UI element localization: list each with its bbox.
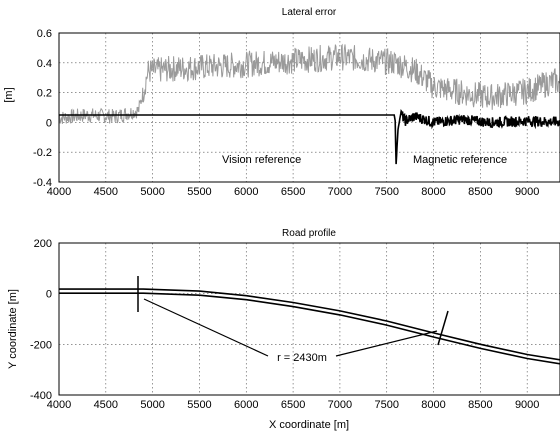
curve-end-marker xyxy=(437,310,449,346)
road-profile-panel: Road profile Y coordinate [m] X coordina… xyxy=(7,228,560,431)
magnetic-reference-label: Magnetic reference xyxy=(413,154,507,166)
road-profile-xtick-label: 7000 xyxy=(328,399,352,411)
road-profile-xtick-label: 4500 xyxy=(94,399,118,411)
lateral-error-xtick-label: 4500 xyxy=(94,186,118,198)
road-profile-xtick-label: 4000 xyxy=(47,399,71,411)
lateral-error-panel: Lateral error [m] 4000 4500 5000 5500 6000 65… xyxy=(3,7,560,198)
radius-leader-right xyxy=(335,330,438,357)
lateral-error-ytick-label: 0.6 xyxy=(37,28,52,40)
lateral-error-title: Lateral error xyxy=(282,7,337,18)
radius-leader-left xyxy=(143,298,269,357)
lateral-error-ytick-label: -0.4 xyxy=(33,177,52,189)
lateral-error-ylabel: [m] xyxy=(3,87,15,102)
road-profile-xtick-label: 7500 xyxy=(374,399,398,411)
lateral-error-ytick-label: -0.2 xyxy=(33,147,52,159)
lateral-error-series xyxy=(58,43,560,165)
road-profile-xtick-label: 5500 xyxy=(187,399,211,411)
lateral-error-ytick-label: 0.4 xyxy=(37,58,52,70)
road-profile-title: Road profile xyxy=(282,228,336,239)
lateral-error-xtick-label: 6000 xyxy=(234,186,258,198)
road-profile-xlabel: X coordinate [m] xyxy=(269,419,349,431)
road-profile-ytick-label: 200 xyxy=(34,238,52,250)
road-profile-ticks: 4000 4500 5000 5500 6000 6500 7000 7500 8000 8500… xyxy=(30,238,539,411)
road-profile-series-0 xyxy=(59,288,560,361)
road-profile-series-1 xyxy=(59,292,560,365)
lateral-error-ytick-label: 0.2 xyxy=(37,88,52,100)
lateral-error-xtick-label: 7500 xyxy=(374,186,398,198)
road-profile-xtick-label: 9000 xyxy=(515,399,539,411)
road-profile-series xyxy=(59,288,560,365)
lateral-error-xtick-label: 8500 xyxy=(468,186,492,198)
road-profile-ytick-label: -200 xyxy=(30,339,52,351)
road-profile-xtick-label: 8500 xyxy=(468,399,492,411)
road-profile-grid xyxy=(59,243,560,395)
road-profile-xtick-label: 5000 xyxy=(140,399,164,411)
road-profile-xtick-label: 6000 xyxy=(234,399,258,411)
lateral-error-ticks: 4000 4500 5000 5500 6000 6500 7000 7500 8000 8500… xyxy=(33,28,539,198)
lateral-error-xtick-label: 8000 xyxy=(421,186,445,198)
lateral-error-xtick-label: 9000 xyxy=(515,186,539,198)
road-profile-axes-frame xyxy=(58,242,560,396)
lateral-error-ytick-label: 0 xyxy=(46,117,52,129)
road-profile-xtick-label: 8000 xyxy=(421,399,445,411)
lateral-error-xtick-label: 5500 xyxy=(187,186,211,198)
vision-reference-label: Vision reference xyxy=(222,154,301,166)
lateral-error-axes-frame xyxy=(58,32,560,183)
road-profile-ytick-label: 0 xyxy=(46,289,52,301)
lateral-error-xtick-label: 5000 xyxy=(140,186,164,198)
lateral-error-xtick-label: 7000 xyxy=(328,186,352,198)
road-profile-ytick-label: -400 xyxy=(30,390,52,402)
lateral-error-series-0 xyxy=(58,43,560,124)
lateral-error-series-1 xyxy=(59,108,560,165)
radius-annotation: r = 2430m xyxy=(277,352,327,364)
road-profile-ylabel: Y coordinate [m] xyxy=(7,289,19,369)
lateral-error-xtick-label: 4000 xyxy=(47,186,71,198)
road-profile-xtick-label: 6500 xyxy=(281,399,305,411)
lateral-error-xtick-label: 6500 xyxy=(281,186,305,198)
